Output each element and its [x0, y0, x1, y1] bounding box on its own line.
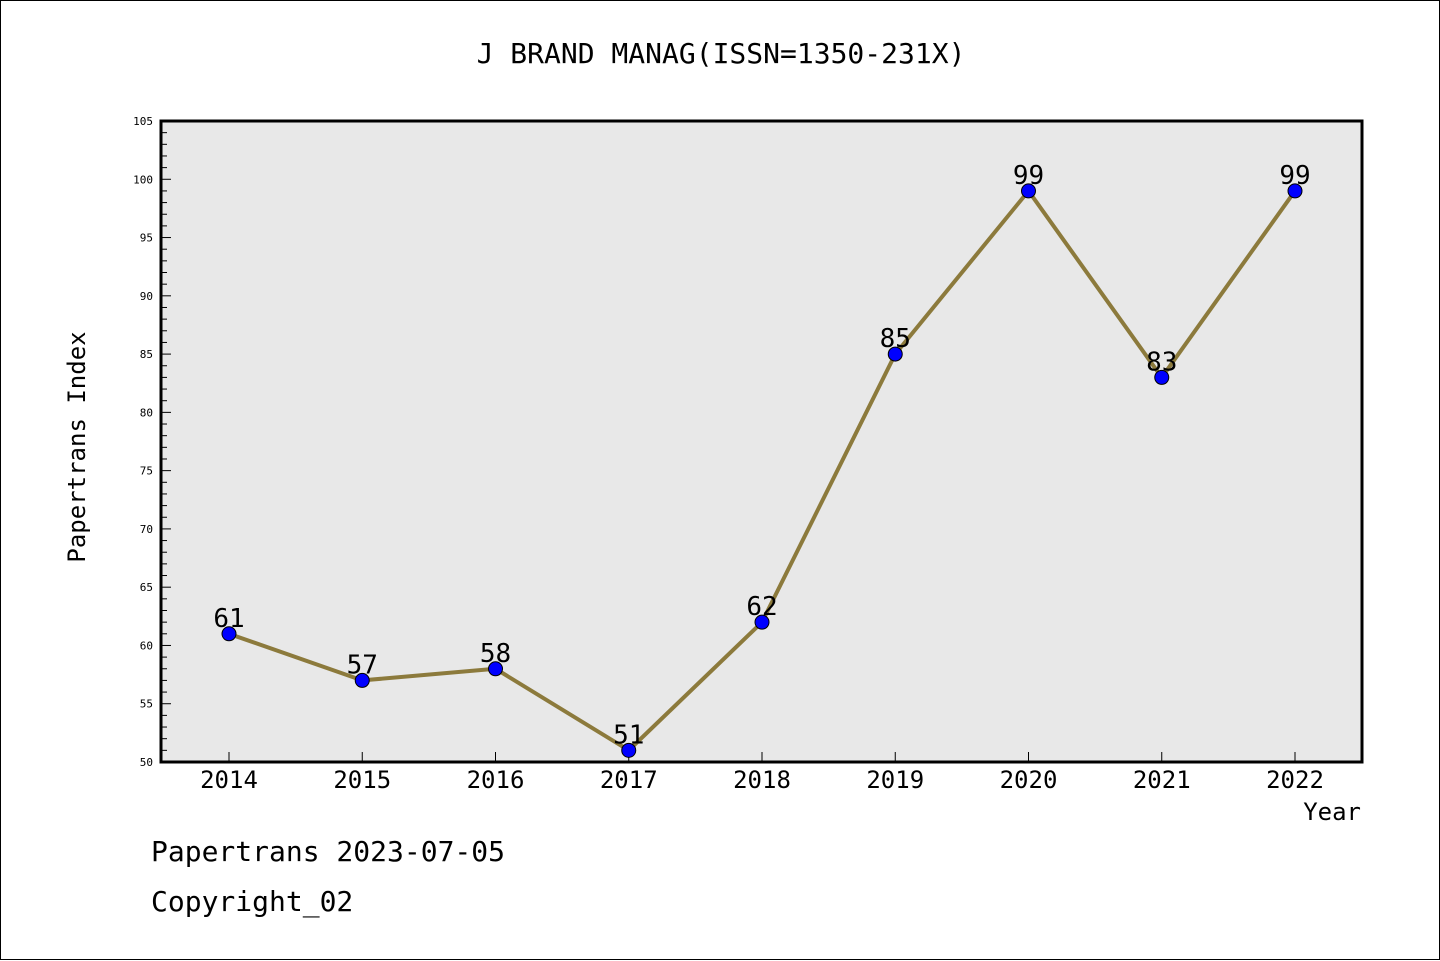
data-label: 58: [480, 639, 511, 669]
data-point: [488, 661, 503, 677]
data-label: 99: [1013, 161, 1044, 191]
x-tick-label: 2016: [467, 766, 525, 794]
data-label: 61: [213, 604, 244, 634]
footer-date: Papertrans 2023-07-05: [151, 835, 506, 868]
y-tick-label: 85: [140, 348, 153, 361]
data-label: 85: [880, 324, 911, 354]
y-tick-label: 50: [140, 756, 153, 769]
data-label: 99: [1279, 161, 1310, 191]
y-axis-label: Papertrans Index: [63, 331, 91, 562]
data-point: [1154, 369, 1170, 385]
x-tick-label: 2020: [1000, 766, 1058, 794]
chart-title: J BRAND MANAG(ISSN=1350-231X): [476, 37, 966, 70]
data-point: [887, 346, 903, 362]
plot-area: [159, 119, 1364, 764]
y-tick-label: 70: [140, 523, 153, 536]
data-label: 62: [746, 592, 777, 622]
data-point: [754, 614, 770, 630]
y-tick-label: 95: [140, 232, 153, 245]
footer-copyright: Copyright_02: [151, 885, 354, 918]
x-tick-label: 2017: [600, 766, 658, 794]
x-tick-label: 2021: [1133, 766, 1191, 794]
y-tick-label: 60: [140, 639, 153, 652]
y-tick-label: 55: [140, 698, 153, 711]
data-label: 51: [613, 720, 644, 750]
x-axis-label: Year: [1303, 798, 1361, 826]
data-label: 57: [347, 650, 378, 680]
data-point: [221, 626, 237, 642]
y-axis: 50 55 60 65 70 75 80 85 90 95 100 105: [133, 115, 171, 769]
y-tick-label: 90: [140, 290, 153, 303]
x-axis: 2014 2015 2016 2017 2018 2019 2020 2021 2022: [200, 752, 1324, 794]
x-tick-label: 2018: [733, 766, 791, 794]
y-tick-label: 100: [133, 173, 153, 186]
data-labels: 61 57 58 51 62 85 99 83 99: [213, 161, 1310, 750]
x-tick-label: 2022: [1266, 766, 1324, 794]
y-tick-label: 105: [133, 115, 153, 128]
data-label: 83: [1146, 347, 1177, 377]
x-tick-label: 2014: [200, 766, 258, 794]
data-point: [1287, 183, 1303, 199]
y-tick-label: 75: [140, 465, 153, 478]
data-point: [1021, 183, 1036, 199]
series: [221, 183, 1303, 758]
data-point: [621, 742, 637, 758]
x-tick-label: 2019: [866, 766, 924, 794]
data-point: [354, 672, 370, 688]
y-tick-label: 80: [140, 406, 153, 419]
y-tick-label: 65: [140, 581, 153, 594]
x-tick-label: 2015: [333, 766, 391, 794]
